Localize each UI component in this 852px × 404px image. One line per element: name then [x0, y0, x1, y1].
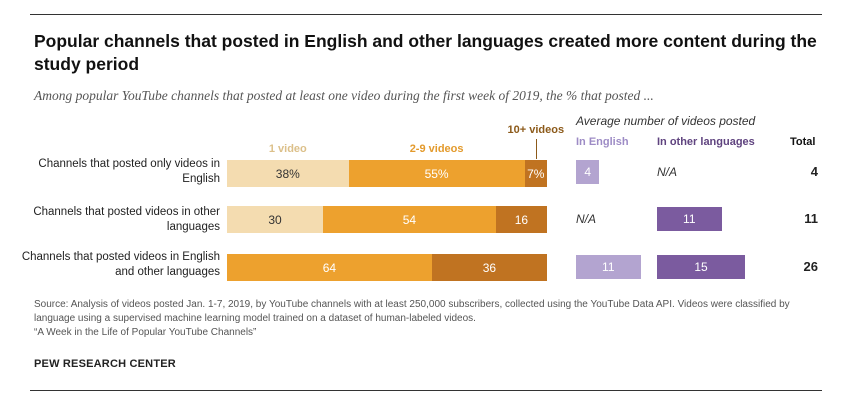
bar-value-label: 16	[514, 212, 529, 227]
chart-title: Popular channels that posted in English …	[34, 31, 817, 74]
average-panel-title: Average number of videos posted	[576, 114, 756, 128]
avg-value-label: 11	[683, 212, 696, 226]
row-label: Channels that posted videos in English a…	[21, 251, 220, 278]
bar-segment: 7%	[524, 160, 547, 187]
series-label: 2-9 videos	[409, 143, 464, 155]
series-label: 10+ videos	[507, 124, 565, 136]
report-title: “A Week in the Life of Popular YouTube C…	[34, 327, 257, 338]
bar-value-label: 38%	[275, 166, 300, 181]
bar-value-label: 30	[268, 212, 282, 227]
total-value: 4	[810, 164, 818, 179]
bar-segment: 55%	[348, 160, 525, 187]
chart-subtitle: Among popular YouTube channels that post…	[34, 88, 654, 103]
total-value: 11	[804, 211, 818, 226]
other-lang-avg-bar: 15	[657, 255, 745, 279]
bar-segment: 64	[227, 254, 432, 281]
source-note: Source: Analysis of videos posted Jan. 1…	[34, 298, 824, 340]
bar-value-label: 64	[322, 260, 337, 275]
top-rule	[30, 14, 822, 15]
na-label: N/A	[657, 165, 678, 179]
col-header-other-languages: In other languages	[657, 136, 755, 148]
avg-value-label: 4	[584, 165, 592, 179]
bar-value-label: 36	[482, 260, 497, 275]
bottom-rule	[30, 390, 822, 391]
other-lang-avg-bar: 11	[657, 207, 722, 231]
source-text: Source: Analysis of videos posted Jan. 1…	[34, 299, 790, 324]
bar-segment: 38%	[227, 160, 349, 187]
avg-value-label: 15	[694, 260, 708, 274]
bar-segment: 16	[495, 206, 547, 233]
bar-value-label: 54	[402, 212, 417, 227]
series-label-pointer	[535, 139, 537, 159]
pew-logo: PEW RESEARCH CENTER	[34, 358, 176, 370]
bar-value-label: 7%	[527, 166, 545, 181]
col-header-total: Total	[790, 136, 816, 148]
row-label: Channels that posted only videos in Engl…	[38, 158, 220, 185]
col-header-english: In English	[576, 136, 629, 148]
total-value: 26	[803, 259, 818, 274]
bar-value-label: 55%	[424, 166, 449, 181]
row-label: Channels that posted videos in other lan…	[33, 206, 220, 233]
series-label: 1 video	[268, 143, 307, 155]
avg-value-label: 11	[602, 260, 615, 274]
bar-segment: 54	[323, 206, 496, 233]
na-label: N/A	[576, 212, 597, 226]
english-avg-bar: 11	[576, 255, 641, 279]
english-avg-bar: 4	[576, 160, 600, 184]
bar-segment: 30	[227, 206, 323, 233]
bar-segment: 36	[431, 254, 547, 281]
